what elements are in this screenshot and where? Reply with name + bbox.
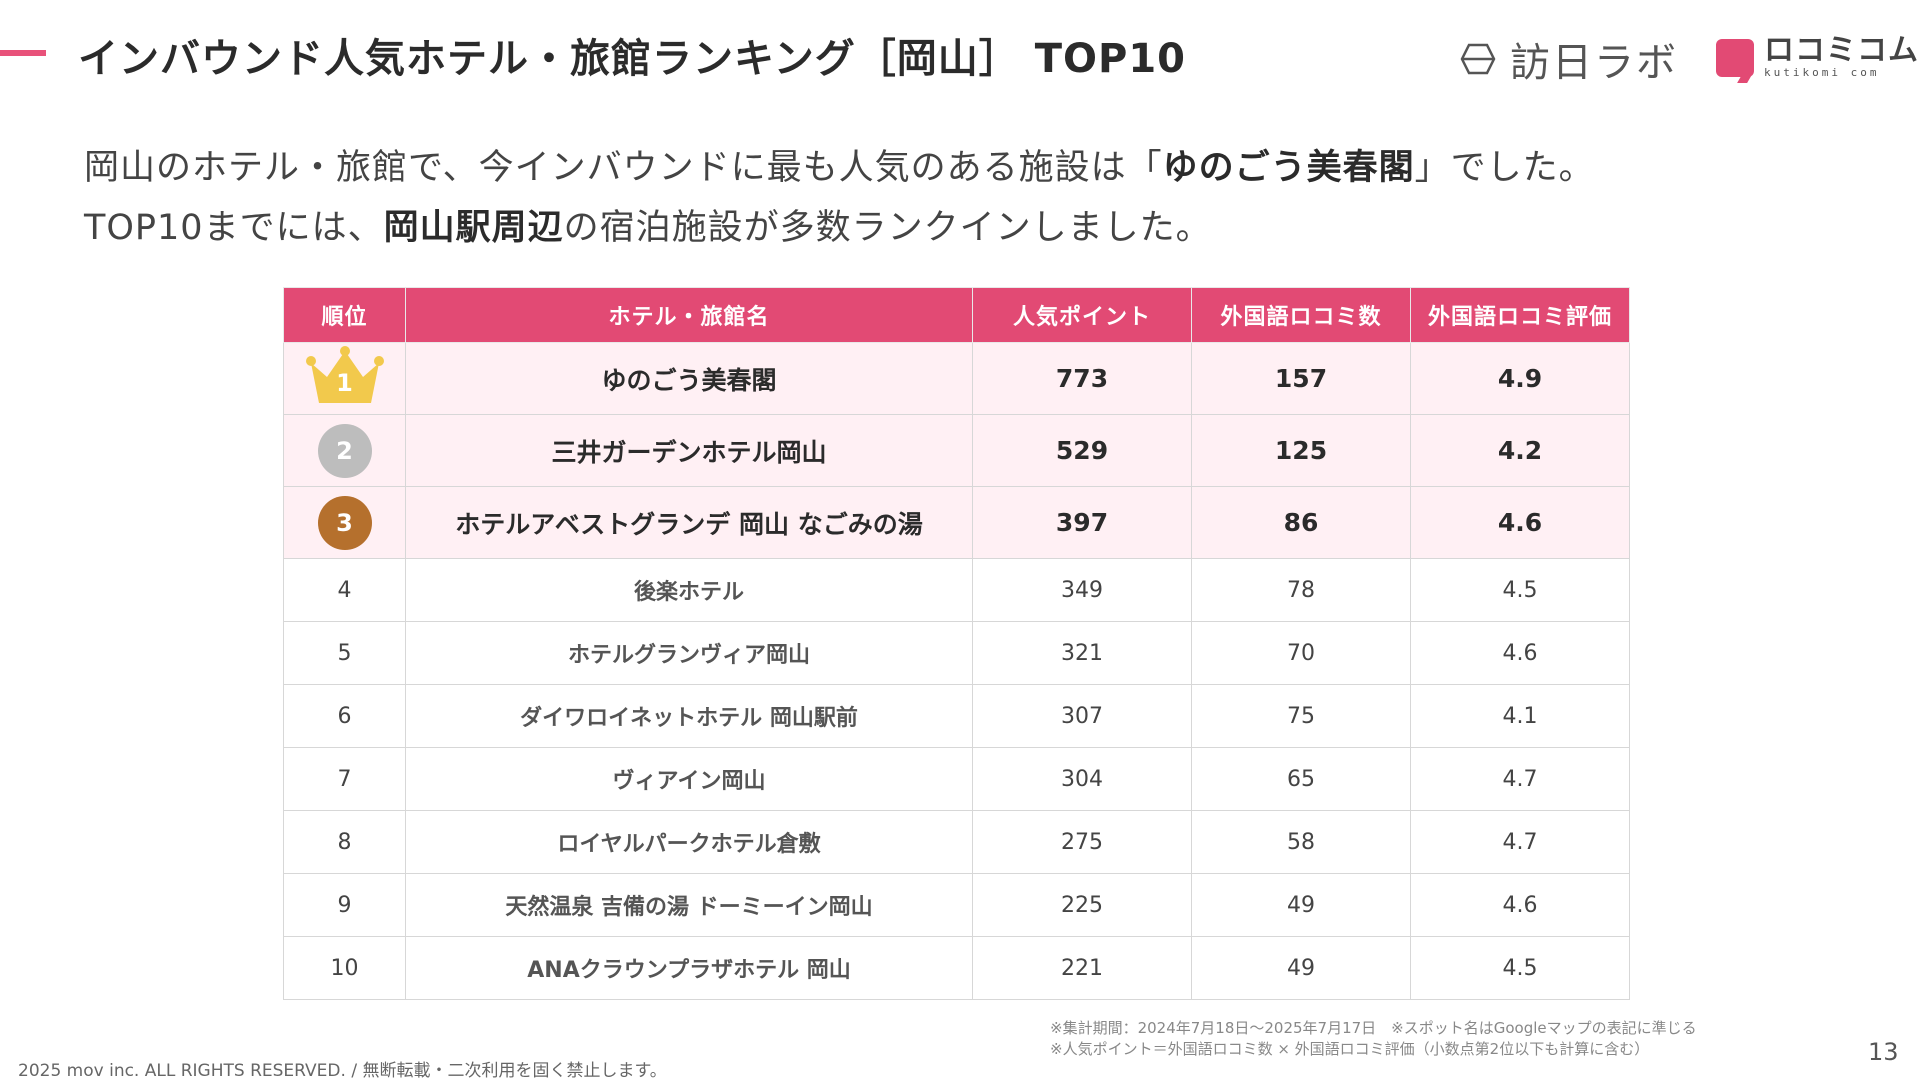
points-value: 321 [972, 621, 1192, 685]
kutikomi-logo: ロコミコム kutikomi com [1716, 36, 1919, 79]
review-count-value: 75 [1191, 684, 1411, 748]
ranking-table: 順位 ホテル・旅館名 人気ポイント 外国語ロコミ数 外国語ロコミ評価 1 ゆのご… [283, 287, 1630, 1000]
rank-cell: 10 [283, 936, 406, 1000]
hotel-name: 天然温泉 吉備の湯 ドーミーイン岡山 [405, 873, 973, 937]
table-row: 3 ホテルアベストグランデ 岡山 なごみの湯 397 86 4.6 [283, 486, 1630, 559]
rank-cell: 5 [283, 621, 406, 685]
silver-medal-icon: 2 [317, 423, 372, 478]
review-count-value: 86 [1191, 486, 1411, 559]
rank-cell: 6 [283, 684, 406, 748]
points-value: 529 [972, 414, 1192, 487]
review-rating-value: 4.7 [1410, 810, 1630, 874]
review-rating-value: 4.6 [1410, 486, 1630, 559]
review-rating-value: 4.7 [1410, 747, 1630, 811]
points-value: 275 [972, 810, 1192, 874]
review-count-value: 49 [1191, 873, 1411, 937]
houni-labo-logo: 訪日ラボ [1460, 30, 1678, 88]
points-value: 349 [972, 558, 1192, 622]
copyright: 2025 mov inc. ALL RIGHTS RESERVED. / 無断転… [18, 1061, 667, 1081]
accent-bar [0, 50, 46, 56]
hotel-name: ダイワロイネットホテル 岡山駅前 [405, 684, 973, 748]
hotel-name: ロイヤルパークホテル倉敷 [405, 810, 973, 874]
rank-cell: 2 [283, 414, 406, 487]
rank-number: 1 [336, 368, 353, 397]
review-count-value: 49 [1191, 936, 1411, 1000]
review-rating-value: 4.9 [1410, 342, 1630, 415]
review-count-value: 70 [1191, 621, 1411, 685]
table-header-row: 順位 ホテル・旅館名 人気ポイント 外国語ロコミ数 外国語ロコミ評価 [283, 287, 1630, 343]
review-rating-value: 4.2 [1410, 414, 1630, 487]
hotel-name: ヴィアイン岡山 [405, 747, 973, 811]
table-row: 5 ホテルグランヴィア岡山 321 70 4.6 [283, 621, 1630, 685]
table-row: 8 ロイヤルパークホテル倉敷 275 58 4.7 [283, 810, 1630, 874]
lead-text-part: TOP10までには、 [84, 208, 384, 248]
kutikomi-subtext: kutikomi com [1764, 66, 1880, 79]
rank-cell: 1 [283, 342, 406, 415]
table-row: 1 ゆのごう美春閣 773 157 4.9 [283, 342, 1630, 415]
table-row: 2 三井ガーデンホテル岡山 529 125 4.2 [283, 414, 1630, 487]
review-rating-value: 4.6 [1410, 621, 1630, 685]
rank-cell: 3 [283, 486, 406, 559]
review-count-value: 157 [1191, 342, 1411, 415]
bronze-medal-icon: 3 [317, 495, 372, 550]
lead-text-part: の宿泊施設が多数ランクインしました。 [563, 208, 1212, 248]
rank-cell: 4 [283, 558, 406, 622]
gold-crown-icon: 1 [305, 345, 385, 407]
lead-text-part: 」でした。 [1414, 148, 1595, 188]
lead-line-1: 岡山のホテル・旅館で、今インバウンドに最も人気のある施設は「ゆのごう美春閣」でし… [84, 138, 1595, 198]
hotel-name: 後楽ホテル [405, 558, 973, 622]
lead-line-2: TOP10までには、岡山駅周辺の宿泊施設が多数ランクインしました。 [84, 198, 1595, 258]
hotel-name: ゆのごう美春閣 [405, 342, 973, 415]
review-rating-value: 4.5 [1410, 558, 1630, 622]
table-row: 10 ANAクラウンプラザホテル 岡山 221 49 4.5 [283, 936, 1630, 1000]
rank-cell: 9 [283, 873, 406, 937]
table-row: 6 ダイワロイネットホテル 岡山駅前 307 75 4.1 [283, 684, 1630, 748]
review-count-value: 125 [1191, 414, 1411, 487]
review-count-value: 58 [1191, 810, 1411, 874]
crown-shape [305, 345, 384, 403]
footnote-line: ※人気ポイント＝外国語ロコミ数 × 外国語ロコミ評価（小数点第2位以下も計算に含… [1050, 1040, 1650, 1058]
speech-bubble-icon [1716, 38, 1754, 77]
points-value: 773 [972, 342, 1192, 415]
lead-text-part: 岡山のホテル・旅館で、今インバウンドに最も人気のある施設は「 [84, 148, 1163, 188]
header-review-count: 外国語ロコミ数 [1191, 287, 1411, 343]
header-points: 人気ポイント [972, 287, 1192, 343]
points-value: 304 [972, 747, 1192, 811]
page-number: 13 [1868, 1038, 1899, 1066]
hotel-name: ホテルアベストグランデ 岡山 なごみの湯 [405, 486, 973, 559]
review-rating-value: 4.1 [1410, 684, 1630, 748]
hotel-name: ANAクラウンプラザホテル 岡山 [405, 936, 973, 1000]
hexagon-logo-icon [1460, 43, 1496, 75]
table-row: 9 天然温泉 吉備の湯 ドーミーイン岡山 225 49 4.6 [283, 873, 1630, 937]
header-hotel-name: ホテル・旅館名 [405, 287, 973, 343]
rank-cell: 8 [283, 810, 406, 874]
footnote-line: ※集計期間：2024年7月18日〜2025年7月17日 ※スポット名はGoogl… [1050, 1019, 1697, 1037]
review-rating-value: 4.6 [1410, 873, 1630, 937]
footnotes: ※集計期間：2024年7月18日〜2025年7月17日 ※スポット名はGoogl… [1050, 1018, 1697, 1060]
rank-cell: 7 [283, 747, 406, 811]
review-count-value: 65 [1191, 747, 1411, 811]
lead-text: 岡山のホテル・旅館で、今インバウンドに最も人気のある施設は「ゆのごう美春閣」でし… [84, 138, 1595, 258]
table-row: 7 ヴィアイン岡山 304 65 4.7 [283, 747, 1630, 811]
header-review-rating: 外国語ロコミ評価 [1410, 287, 1630, 343]
hotel-name: ホテルグランヴィア岡山 [405, 621, 973, 685]
hotel-name: 三井ガーデンホテル岡山 [405, 414, 973, 487]
points-value: 225 [972, 873, 1192, 937]
lead-highlight: ゆのごう美春閣 [1162, 148, 1415, 188]
header-rank: 順位 [283, 287, 406, 343]
points-value: 307 [972, 684, 1192, 748]
review-rating-value: 4.5 [1410, 936, 1630, 1000]
points-value: 397 [972, 486, 1192, 559]
kutikomi-wordmark: ロコミコム [1764, 33, 1919, 68]
lead-highlight: 岡山駅周辺 [383, 208, 564, 248]
page-title: インバウンド人気ホテル・旅館ランキング［岡山］ TOP10 [78, 36, 1186, 82]
table-row: 4 後楽ホテル 349 78 4.5 [283, 558, 1630, 622]
review-count-value: 78 [1191, 558, 1411, 622]
houni-labo-wordmark: 訪日ラボ [1510, 40, 1678, 86]
points-value: 221 [972, 936, 1192, 1000]
